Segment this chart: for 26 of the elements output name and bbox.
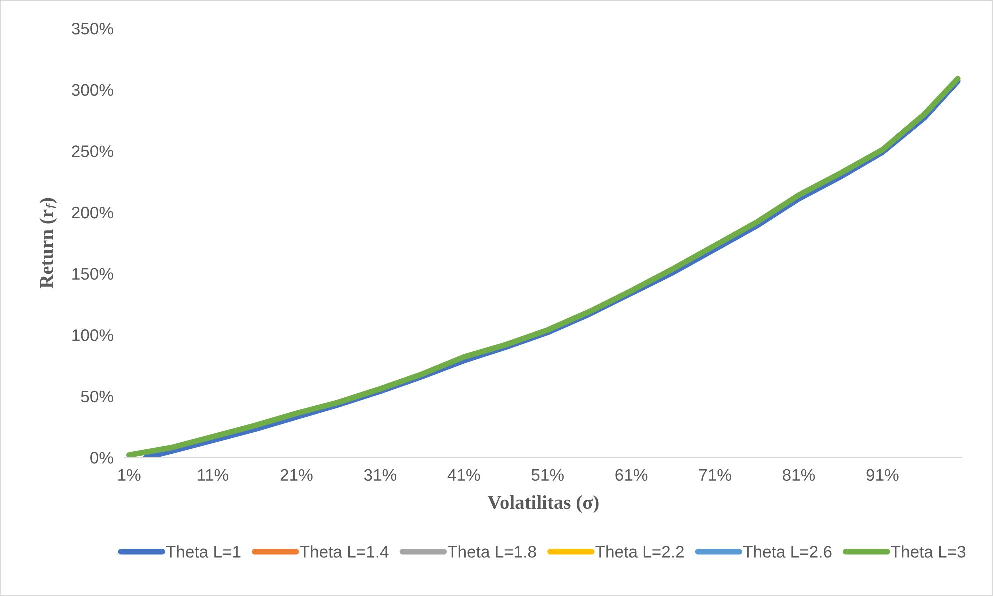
x-tick-label: 1% <box>118 469 141 482</box>
y-tick-label: 250% <box>72 146 114 158</box>
legend-label: Theta L=1.8 <box>448 546 536 558</box>
x-tick-label: 91% <box>866 469 899 482</box>
x-tick-label: 61% <box>616 469 648 482</box>
y-tick-label: 300% <box>72 84 114 96</box>
legend-label: Theta L=1 <box>166 546 241 558</box>
x-tick-label: 81% <box>783 469 816 482</box>
x-tick-label: 11% <box>198 469 228 482</box>
y-axis-title: Return (r$_{f}$) <box>40 198 58 289</box>
legend-label: Theta L=2.2 <box>596 546 684 558</box>
y-tick-label: 150% <box>72 268 114 280</box>
legend-label: Theta L=2.6 <box>743 546 832 558</box>
x-tick-label: 21% <box>280 469 313 482</box>
y-tick-label: 0% <box>90 452 114 464</box>
y-tick-label: 100% <box>72 330 114 342</box>
x-tick-label: 41% <box>448 469 480 482</box>
y-tick-label: 50% <box>81 390 114 403</box>
legend-label: Theta L=3 <box>891 546 966 558</box>
y-tick-label: 200% <box>72 206 114 219</box>
x-tick-label: 71% <box>699 469 732 482</box>
x-tick-label: 31% <box>364 469 397 482</box>
x-tick-label: 51% <box>532 469 564 482</box>
x-axis-title: Volatilitas (σ) <box>488 495 599 514</box>
y-tick-label: 350% <box>72 23 114 35</box>
legend-label: Theta L=1.4 <box>300 546 389 558</box>
